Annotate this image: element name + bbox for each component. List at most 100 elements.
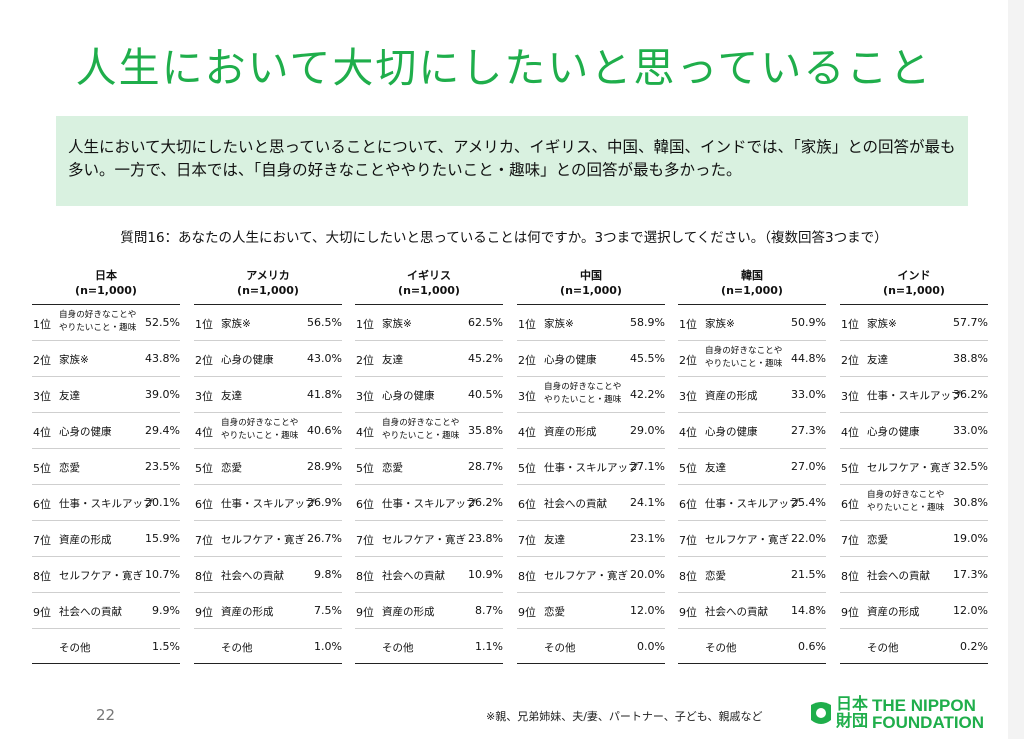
sample-size: (n=1,000) [75, 284, 137, 297]
table-row: 4位 資産の形成 29.0% [517, 413, 665, 449]
foundation-mark-icon [811, 702, 831, 724]
sample-size: (n=1,000) [398, 284, 460, 297]
table-row: 9位 恋愛 12.0% [517, 593, 665, 629]
country-table: 日本 (n=1,000) 1位 自身の好きなことや やりたいこと・趣味 52.5% 2位家… [32, 268, 180, 664]
rank-label: 9位 [841, 606, 859, 619]
item-label: その他 [59, 642, 91, 654]
table-row: 8位 社会への貢献 10.9% [355, 557, 503, 593]
table-row: その他 1.1% [355, 629, 503, 664]
item-label: セルフケア・寛ぎ [867, 462, 951, 474]
table-row: 8位 社会への貢献 17.3% [840, 557, 988, 593]
table-row: 2位 友達 45.2% [355, 341, 503, 377]
table-row: 4位 心身の健康 29.4% [32, 413, 180, 449]
rank-label: 2位 [841, 354, 859, 367]
rank-label: 5位 [195, 462, 213, 475]
table-row: 2位 心身の健康 43.0% [194, 341, 342, 377]
percentage-value: 36.2% [953, 388, 988, 401]
table-row: 1位 家族※ 50.9% [678, 305, 826, 341]
item-label: 家族※ [705, 318, 735, 330]
percentage-value: 27.0% [791, 460, 826, 473]
rank-label: 7位 [33, 534, 51, 547]
table-row: 4位 自身の好きなことや やりたいこと・趣味 35.8% [355, 413, 503, 449]
rank-label: 4位 [679, 426, 697, 439]
percentage-value: 25.4% [791, 496, 826, 509]
item-label: 家族※ [59, 354, 89, 366]
percentage-value: 7.5% [314, 604, 342, 617]
percentage-value: 10.9% [468, 568, 503, 581]
percentage-value: 14.8% [791, 604, 826, 617]
table-row: 1位 家族※ 56.5% [194, 305, 342, 341]
country-name: アメリカ [246, 269, 290, 282]
table-row: 7位 恋愛 19.0% [840, 521, 988, 557]
item-label: 恋愛 [59, 462, 80, 474]
rank-list: 1位 家族※ 56.5% 2位 心身の健康 43.0% 3位 友達 41.8% 4位 自身の好きなこ… [194, 304, 342, 664]
percentage-value: 32.5% [953, 460, 988, 473]
rank-label: 6位 [356, 498, 374, 511]
summary-box: 人生において大切にしたいと思っていることについて、アメリカ、イギリス、中国、韓国… [56, 116, 968, 206]
percentage-value: 27.1% [630, 460, 665, 473]
rank-label: 9位 [518, 606, 536, 619]
rank-label: 1位 [195, 318, 213, 331]
percentage-value: 43.0% [307, 352, 342, 365]
item-label: 友達 [382, 354, 403, 366]
item-label: 心身の健康 [59, 426, 112, 438]
rank-label: 4位 [356, 426, 374, 439]
rank-label: 6位 [33, 498, 51, 511]
item-label: セルフケア・寛ぎ [221, 534, 305, 546]
percentage-value: 26.7% [307, 532, 342, 545]
item-label: 仕事・スキルアップ [705, 498, 800, 510]
table-row: 3位 自身の好きなことや やりたいこと・趣味 42.2% [517, 377, 665, 413]
item-label: 社会への貢献 [867, 570, 930, 582]
logo-line2: FOUNDATION [872, 713, 985, 732]
item-label: 友達 [59, 390, 80, 402]
percentage-value: 33.0% [953, 424, 988, 437]
percentage-value: 12.0% [953, 604, 988, 617]
country-header: 韓国 (n=1,000) [678, 268, 826, 304]
item-label: 恋愛 [382, 462, 403, 474]
item-label: 家族※ [221, 318, 251, 330]
rank-label: 1位 [33, 318, 51, 331]
item-label: 資産の形成 [705, 390, 758, 402]
rank-label: 7位 [841, 534, 859, 547]
percentage-value: 15.9% [145, 532, 180, 545]
percentage-value: 23.1% [630, 532, 665, 545]
table-row: 7位 セルフケア・寛ぎ 22.0% [678, 521, 826, 557]
percentage-value: 45.5% [630, 352, 665, 365]
percentage-value: 9.9% [152, 604, 180, 617]
percentage-value: 20.1% [145, 496, 180, 509]
item-label: 資産の形成 [544, 426, 597, 438]
country-name: 中国 [580, 269, 602, 282]
percentage-value: 20.0% [630, 568, 665, 581]
percentage-value: 43.8% [145, 352, 180, 365]
percentage-value: 19.0% [953, 532, 988, 545]
rank-label: 7位 [356, 534, 374, 547]
item-label: 友達 [221, 390, 242, 402]
table-row: 6位 社会への貢献 24.1% [517, 485, 665, 521]
footnote: ※親、兄弟姉妹、夫/妻、パートナー、子ども、親戚など [486, 710, 763, 723]
percentage-value: 28.7% [468, 460, 503, 473]
table-row: 7位 セルフケア・寛ぎ 23.8% [355, 521, 503, 557]
percentage-value: 50.9% [791, 316, 826, 329]
rank-label: 1位 [679, 318, 697, 331]
country-header: アメリカ (n=1,000) [194, 268, 342, 304]
rank-label: 1位 [841, 318, 859, 331]
item-label: その他 [705, 642, 737, 654]
item-label: 友達 [544, 534, 565, 546]
rank-list: 1位 家族※ 57.7% 2位 友達 38.8% 3位 仕事・スキルアップ 36.2% 4位 心身の… [840, 304, 988, 664]
rank-label: 9位 [679, 606, 697, 619]
logo-line1: THE NIPPON [872, 696, 976, 715]
table-row: 1位 家族※ 58.9% [517, 305, 665, 341]
rank-label: 6位 [195, 498, 213, 511]
table-row: 1位 家族※ 62.5% [355, 305, 503, 341]
rank-list: 1位 家族※ 62.5% 2位 友達 45.2% 3位 心身の健康 40.5% 4位 自身の好きなこ… [355, 304, 503, 664]
rank-label: 3位 [195, 390, 213, 403]
country-name: インド [897, 269, 931, 282]
sample-size: (n=1,000) [721, 284, 783, 297]
percentage-value: 9.8% [314, 568, 342, 581]
table-row: 6位 自身の好きなことや やりたいこと・趣味 30.8% [840, 485, 988, 521]
item-label: 仕事・スキルアップ [867, 390, 962, 402]
rank-label: 7位 [518, 534, 536, 547]
item-label: 心身の健康 [221, 354, 274, 366]
country-header: 中国 (n=1,000) [517, 268, 665, 304]
